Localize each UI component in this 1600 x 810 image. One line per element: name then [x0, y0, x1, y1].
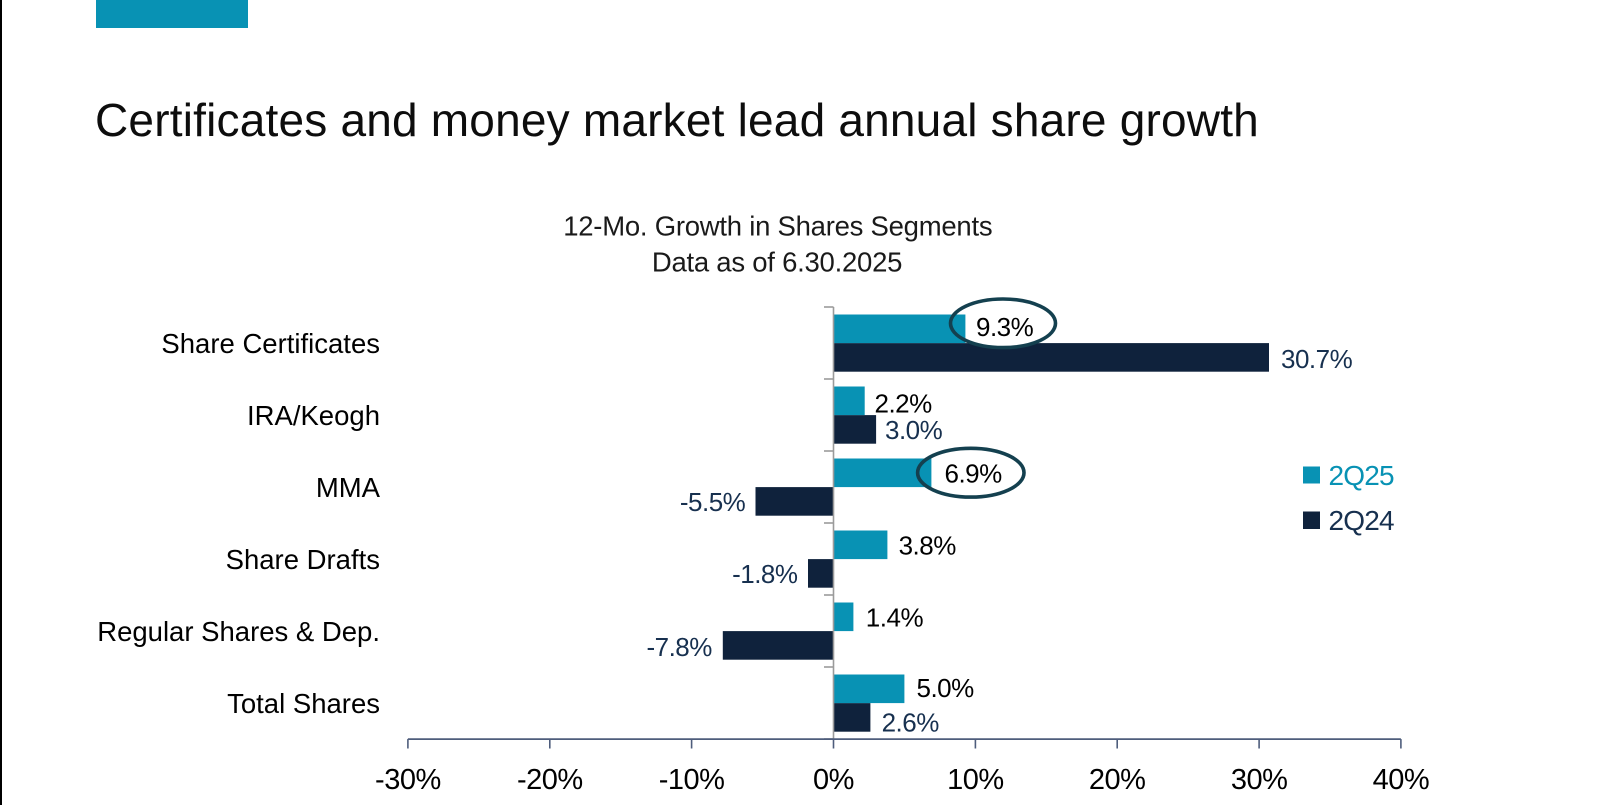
svg-text:-10%: -10% — [659, 764, 725, 796]
svg-text:IRA/Keogh: IRA/Keogh — [247, 400, 380, 431]
svg-text:3.0%: 3.0% — [885, 415, 943, 445]
svg-text:20%: 20% — [1089, 764, 1146, 796]
svg-text:6.9%: 6.9% — [945, 459, 1003, 489]
svg-text:2.6%: 2.6% — [882, 708, 940, 738]
svg-text:0%: 0% — [813, 764, 854, 796]
svg-text:MMA: MMA — [316, 472, 381, 503]
svg-text:3.8%: 3.8% — [899, 531, 957, 561]
svg-text:12-Mo. Growth in Shares Segmen: 12-Mo. Growth in Shares Segments — [563, 211, 992, 242]
svg-text:2Q25: 2Q25 — [1329, 460, 1395, 491]
svg-text:10%: 10% — [947, 764, 1004, 796]
svg-text:Regular Shares & Dep.: Regular Shares & Dep. — [97, 616, 380, 647]
svg-text:5.0%: 5.0% — [917, 673, 975, 703]
svg-text:2Q24: 2Q24 — [1329, 505, 1395, 536]
svg-text:Share Certificates: Share Certificates — [161, 328, 380, 359]
svg-text:-7.8%: -7.8% — [646, 632, 712, 662]
svg-text:-1.8%: -1.8% — [732, 559, 798, 589]
svg-text:-5.5%: -5.5% — [680, 487, 746, 517]
svg-text:Data as of 6.30.2025: Data as of 6.30.2025 — [652, 247, 902, 278]
svg-text:30%: 30% — [1231, 764, 1288, 796]
svg-text:1.4%: 1.4% — [866, 603, 924, 633]
svg-text:-20%: -20% — [517, 764, 583, 796]
svg-text:40%: 40% — [1373, 764, 1430, 796]
svg-text:Total Shares: Total Shares — [227, 688, 380, 719]
svg-text:2.2%: 2.2% — [875, 389, 933, 419]
svg-text:9.3%: 9.3% — [976, 312, 1034, 342]
svg-text:Share Drafts: Share Drafts — [226, 544, 380, 575]
svg-text:30.7%: 30.7% — [1281, 344, 1353, 374]
svg-text:-30%: -30% — [375, 764, 441, 796]
